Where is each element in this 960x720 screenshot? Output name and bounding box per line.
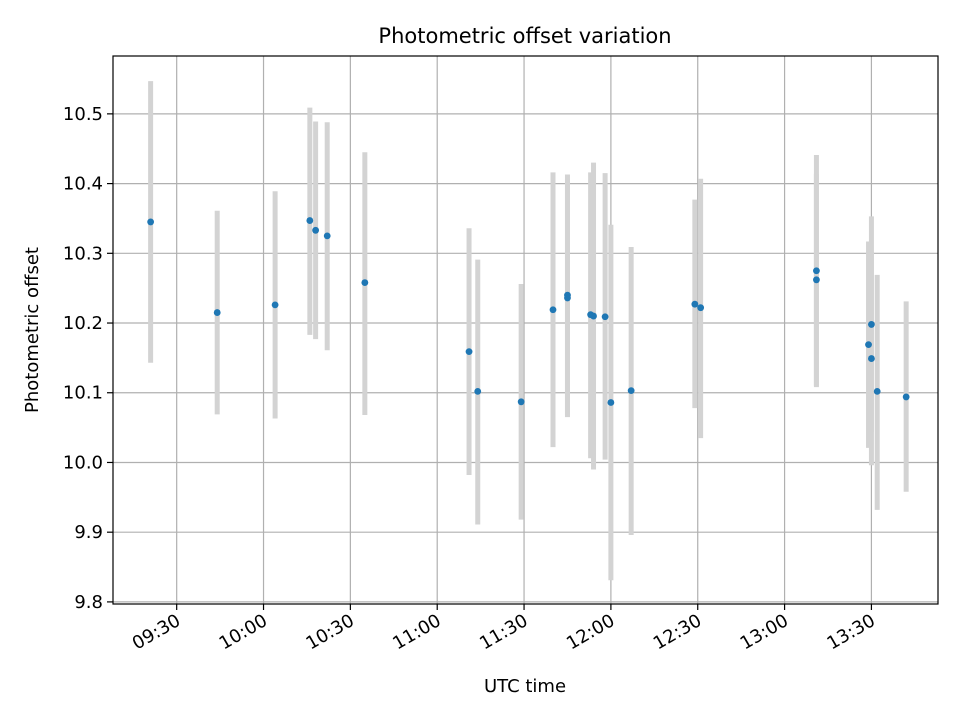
data-point [590, 312, 597, 320]
data-point [271, 301, 279, 309]
grid-layer [113, 56, 938, 604]
data-point [517, 398, 525, 406]
x-axis-label: UTC time [484, 676, 566, 697]
y-tick-label: 9.8 [74, 592, 103, 613]
data-point [474, 387, 482, 395]
data-point [306, 217, 314, 224]
data-point [873, 387, 881, 395]
data-point [465, 348, 473, 356]
y-tick-label: 10.5 [63, 104, 103, 125]
data-point [697, 304, 705, 312]
chart-title: Photometric offset variation [378, 24, 671, 48]
data-point [549, 306, 557, 314]
data-point [868, 355, 875, 362]
data-point [323, 232, 331, 240]
point-layer [147, 217, 910, 406]
y-axis-ticks: 9.8 9.9 10.0 10.1 10.2 10.3 10.4 10.5 [63, 104, 113, 613]
y-axis-label: Photometric offset [22, 247, 43, 413]
y-tick-label: 10.1 [63, 383, 103, 404]
data-point [813, 267, 820, 275]
data-point [213, 309, 221, 316]
data-point [312, 226, 320, 234]
data-point [813, 276, 820, 284]
y-tick-label: 10.0 [63, 452, 103, 473]
y-tick-label: 10.4 [63, 174, 103, 195]
data-point [691, 300, 699, 308]
data-point [607, 399, 615, 406]
data-point [627, 387, 635, 395]
data-point [147, 218, 155, 226]
axes-frame [112, 55, 939, 605]
data-point [868, 321, 875, 328]
data-point [361, 279, 369, 286]
y-tick-label: 9.9 [74, 522, 103, 543]
data-point [902, 393, 910, 401]
data-point [564, 294, 571, 302]
data-point [865, 341, 872, 349]
y-tick-label: 10.2 [63, 313, 103, 334]
data-point [601, 313, 609, 321]
y-tick-label: 10.3 [63, 243, 103, 264]
